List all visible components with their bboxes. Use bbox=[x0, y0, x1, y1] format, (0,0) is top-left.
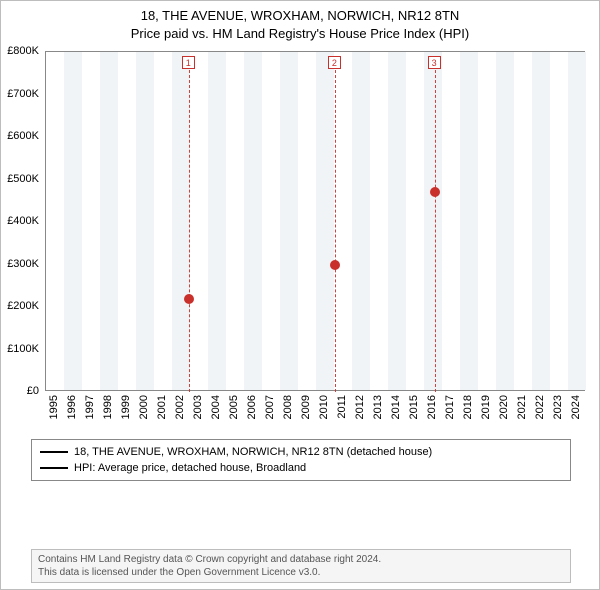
y-tick-label: £600K bbox=[0, 130, 39, 142]
x-tick-label: 1996 bbox=[66, 395, 78, 424]
x-tick-label: 2015 bbox=[408, 395, 420, 424]
y-tick-label: £300K bbox=[0, 258, 39, 270]
chart-area: 123 £0£100K£200K£300K£400K£500K£600K£700… bbox=[45, 51, 585, 421]
sale-marker-box: 3 bbox=[428, 56, 441, 69]
sale-marker-dot bbox=[184, 294, 194, 304]
x-tick-label: 1995 bbox=[48, 395, 60, 424]
legend-swatch-property bbox=[40, 451, 68, 453]
x-tick-label: 2002 bbox=[174, 395, 186, 424]
x-tick-label: 2008 bbox=[282, 395, 294, 424]
legend-row-property: 18, THE AVENUE, WROXHAM, NORWICH, NR12 8… bbox=[40, 444, 562, 460]
x-tick-label: 2014 bbox=[390, 395, 402, 424]
x-tick-label: 2022 bbox=[534, 395, 546, 424]
legend-label-property: 18, THE AVENUE, WROXHAM, NORWICH, NR12 8… bbox=[74, 446, 432, 458]
x-tick-label: 2017 bbox=[444, 395, 456, 424]
sale-marker-line bbox=[189, 70, 190, 392]
x-tick-label: 2018 bbox=[462, 395, 474, 424]
plot-area: 1 2 3 bbox=[45, 51, 585, 391]
footer-line-2: This data is licensed under the Open Gov… bbox=[38, 566, 564, 579]
x-tick-label: 1998 bbox=[102, 395, 114, 424]
y-tick-label: £400K bbox=[0, 215, 39, 227]
x-tick-label: 2020 bbox=[498, 395, 510, 424]
x-tick-label: 2019 bbox=[480, 395, 492, 424]
x-tick-label: 2003 bbox=[192, 395, 204, 424]
x-tick-label: 2005 bbox=[228, 395, 240, 424]
x-tick-label: 2012 bbox=[354, 395, 366, 424]
chart-container: 18, THE AVENUE, WROXHAM, NORWICH, NR12 8… bbox=[0, 0, 600, 590]
x-tick-label: 2024 bbox=[570, 395, 582, 424]
x-tick-label: 2007 bbox=[264, 395, 276, 424]
footer-box: Contains HM Land Registry data © Crown c… bbox=[31, 549, 571, 583]
x-tick-label: 2001 bbox=[156, 395, 168, 424]
x-tick-label: 2016 bbox=[426, 395, 438, 424]
legend-swatch-hpi bbox=[40, 467, 68, 469]
x-tick-label: 2000 bbox=[138, 395, 150, 424]
lines-svg bbox=[46, 52, 586, 392]
title-line-2: Price paid vs. HM Land Registry's House … bbox=[1, 25, 599, 43]
title-block: 18, THE AVENUE, WROXHAM, NORWICH, NR12 8… bbox=[1, 1, 599, 42]
sale-marker-line bbox=[435, 70, 436, 392]
x-tick-label: 2006 bbox=[246, 395, 258, 424]
x-tick-label: 1999 bbox=[120, 395, 132, 424]
sale-marker-dot bbox=[330, 260, 340, 270]
x-tick-label: 2009 bbox=[300, 395, 312, 424]
x-tick-label: 1997 bbox=[84, 395, 96, 424]
y-tick-label: £200K bbox=[0, 300, 39, 312]
x-tick-label: 2023 bbox=[552, 395, 564, 424]
sale-marker-box: 1 bbox=[182, 56, 195, 69]
sale-marker-box: 2 bbox=[328, 56, 341, 69]
footer-line-1: Contains HM Land Registry data © Crown c… bbox=[38, 553, 564, 566]
y-tick-label: £0 bbox=[0, 385, 39, 397]
legend-box: 18, THE AVENUE, WROXHAM, NORWICH, NR12 8… bbox=[31, 439, 571, 481]
x-tick-label: 2013 bbox=[372, 395, 384, 424]
sale-marker-dot bbox=[430, 187, 440, 197]
y-tick-label: £700K bbox=[0, 88, 39, 100]
y-tick-label: £800K bbox=[0, 45, 39, 57]
legend-label-hpi: HPI: Average price, detached house, Broa… bbox=[74, 462, 306, 474]
legend-row-hpi: HPI: Average price, detached house, Broa… bbox=[40, 460, 562, 476]
x-tick-label: 2011 bbox=[336, 395, 348, 424]
x-tick-label: 2021 bbox=[516, 395, 528, 424]
sale-marker-line bbox=[335, 70, 336, 392]
x-tick-label: 2004 bbox=[210, 395, 222, 424]
y-tick-label: £500K bbox=[0, 173, 39, 185]
title-line-1: 18, THE AVENUE, WROXHAM, NORWICH, NR12 8… bbox=[1, 7, 599, 25]
x-tick-label: 2010 bbox=[318, 395, 330, 424]
y-tick-label: £100K bbox=[0, 343, 39, 355]
